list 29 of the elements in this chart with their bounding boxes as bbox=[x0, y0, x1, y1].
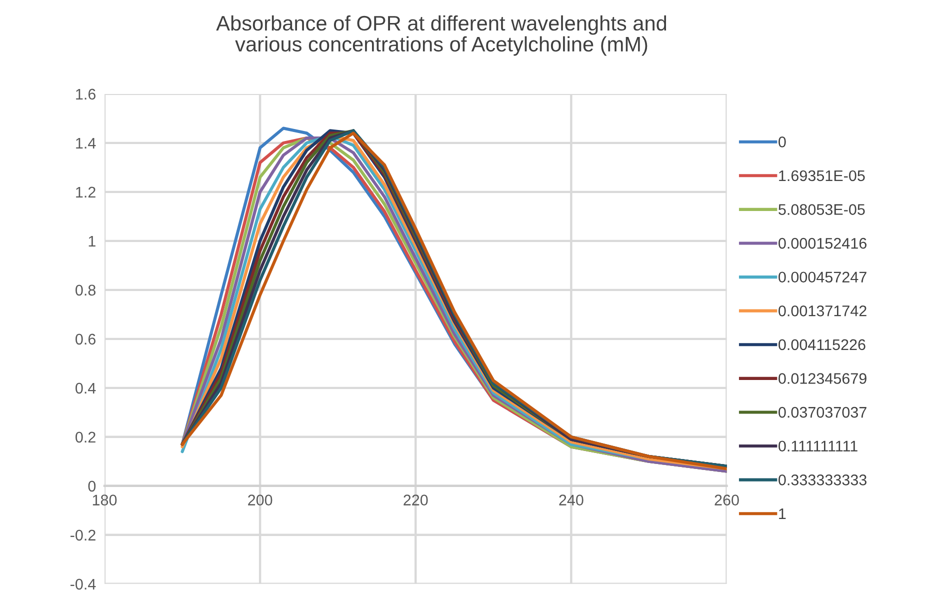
legend-label: 0.000152416 bbox=[778, 238, 866, 249]
x-tick-label: 200 bbox=[248, 494, 272, 506]
x-tick-label: 180 bbox=[92, 494, 117, 506]
legend-label: 5.08053E-05 bbox=[778, 204, 865, 215]
y-tick-label: -0.4 bbox=[70, 578, 96, 590]
y-tick-label: 0.2 bbox=[76, 432, 96, 443]
legend-label: 0.012345679 bbox=[778, 373, 866, 384]
legend-label: 0.333333333 bbox=[778, 474, 866, 486]
legend-label: 1.69351E-05 bbox=[779, 170, 865, 182]
y-tick-label: 0 bbox=[88, 480, 96, 492]
y-tick-label: 1.6 bbox=[76, 88, 96, 100]
legend-label: 0.111111111 bbox=[778, 440, 858, 452]
legend-label: 0 bbox=[778, 136, 786, 148]
y-tick-label: 1.4 bbox=[76, 138, 96, 148]
y-tick-label: 0.4 bbox=[76, 382, 96, 394]
x-tick-label: 260 bbox=[714, 494, 739, 506]
y-tick-label: 0.8 bbox=[76, 284, 96, 296]
y-tick-label: -0.2 bbox=[70, 530, 96, 541]
chart-title: Absorbance of OPR at different wavelenghts and various concentrations of Acetylcholine (mM) bbox=[216, 15, 666, 56]
legend-label: 0.001371742 bbox=[778, 306, 866, 316]
x-tick-label: 240 bbox=[559, 494, 584, 506]
legend-label: 0.000457247 bbox=[778, 272, 866, 283]
y-tick-label: 1.2 bbox=[76, 186, 96, 198]
y-tick-label: 0.6 bbox=[76, 334, 96, 345]
x-tick-label: 220 bbox=[404, 494, 428, 506]
y-tick-label: 1 bbox=[88, 236, 96, 246]
legend-label: 0.004115226 bbox=[778, 339, 866, 350]
legend-label: 0.037037037 bbox=[778, 406, 866, 418]
legend-label: 1 bbox=[779, 508, 786, 519]
